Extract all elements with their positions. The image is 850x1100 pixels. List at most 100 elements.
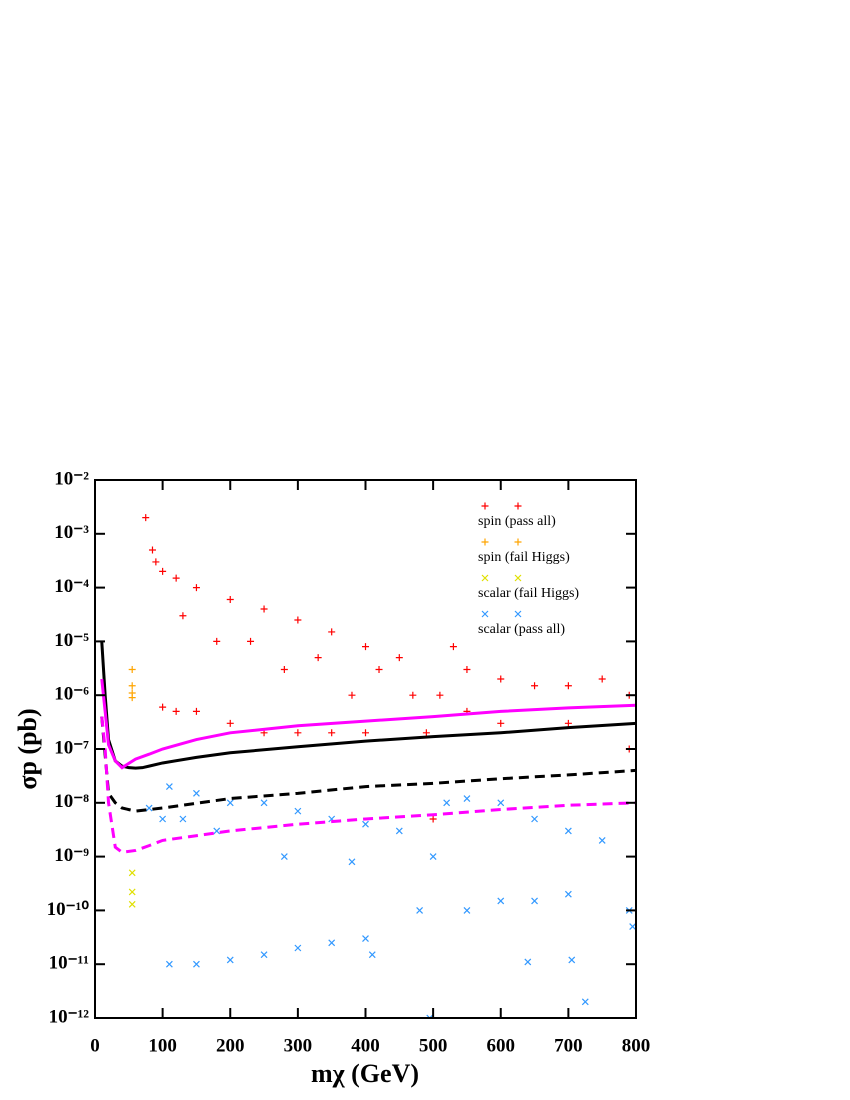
point xyxy=(213,827,221,835)
y-tick-label: 10⁻⁷ xyxy=(54,737,89,758)
y-tick-label: 10⁻¹¹ xyxy=(49,953,89,974)
point xyxy=(328,939,336,947)
point xyxy=(260,799,268,807)
x-tick-label: 200 xyxy=(216,1035,245,1056)
legend-label: spin (pass all) xyxy=(478,514,556,529)
point xyxy=(165,960,173,968)
point xyxy=(165,783,173,791)
point xyxy=(328,628,336,636)
x-tick-label: 300 xyxy=(284,1035,313,1056)
point xyxy=(128,888,136,896)
point xyxy=(294,944,302,952)
point xyxy=(280,666,288,674)
limit-curve xyxy=(100,678,636,770)
point xyxy=(213,637,221,645)
legend-label: scalar (pass all) xyxy=(478,622,565,637)
point xyxy=(192,584,200,592)
legend-label: scalar (fail Higgs) xyxy=(478,586,579,601)
point xyxy=(172,574,180,582)
point xyxy=(463,666,471,674)
x-tick-label: 600 xyxy=(487,1035,516,1056)
point xyxy=(531,815,538,823)
point xyxy=(294,729,302,737)
point xyxy=(564,682,572,690)
point xyxy=(159,815,167,823)
x-tick-label: 700 xyxy=(554,1035,583,1056)
legend-marker xyxy=(514,574,522,582)
point xyxy=(449,643,457,651)
point xyxy=(179,815,187,823)
point xyxy=(598,675,606,683)
point xyxy=(436,691,444,699)
point xyxy=(497,897,505,905)
legend-marker xyxy=(481,610,489,618)
point xyxy=(416,906,424,914)
x-tick-label: 500 xyxy=(419,1035,448,1056)
y-tick-label: 10⁻⁶ xyxy=(54,684,89,705)
y-axis-label: σp (pb) xyxy=(13,708,42,789)
point xyxy=(564,719,572,727)
point xyxy=(226,596,234,604)
legend-marker xyxy=(514,502,522,510)
point xyxy=(159,567,167,575)
point xyxy=(395,654,403,662)
x-tick-label: 800 xyxy=(622,1035,651,1056)
point xyxy=(362,729,369,737)
limit-curve xyxy=(100,716,636,813)
point xyxy=(145,804,153,812)
point xyxy=(159,703,167,711)
x-axis-label: mχ (GeV) xyxy=(311,1059,419,1088)
point xyxy=(531,682,539,690)
point xyxy=(128,682,136,690)
point xyxy=(564,890,572,898)
point xyxy=(581,998,589,1006)
point xyxy=(192,707,200,715)
point xyxy=(429,853,437,861)
y-tick-label: 10⁻³ xyxy=(54,522,89,543)
point xyxy=(193,789,200,797)
point xyxy=(426,1014,434,1018)
y-tick-label: 10⁻⁹ xyxy=(54,845,89,866)
y-tick-label: 10⁻⁵ xyxy=(54,630,89,651)
x-tick-label: 100 xyxy=(148,1035,177,1056)
point xyxy=(179,612,187,620)
point xyxy=(362,935,369,942)
point xyxy=(128,900,136,908)
x-tick-label: 400 xyxy=(351,1035,380,1056)
y-tick-label: 10⁻² xyxy=(54,468,89,489)
y-tick-label: 10⁻¹² xyxy=(49,1006,90,1027)
point xyxy=(463,795,471,802)
point xyxy=(368,951,376,959)
point xyxy=(128,694,136,702)
legend-marker xyxy=(481,538,489,546)
legend-label: spin (fail Higgs) xyxy=(478,550,570,565)
point xyxy=(226,956,234,964)
point xyxy=(568,956,576,964)
point xyxy=(348,858,356,866)
point xyxy=(172,707,180,715)
point xyxy=(497,719,505,727)
point xyxy=(497,799,505,807)
point xyxy=(531,897,538,905)
point xyxy=(409,691,417,699)
x-tick-label: 0 xyxy=(90,1035,100,1056)
point xyxy=(362,820,369,828)
point xyxy=(463,906,471,914)
limit-curve xyxy=(100,716,636,854)
point xyxy=(152,558,160,566)
point xyxy=(375,666,383,674)
point xyxy=(328,729,336,737)
point xyxy=(148,546,156,554)
point xyxy=(142,514,150,522)
y-tick-label: 10⁻⁴ xyxy=(54,576,89,597)
point xyxy=(443,799,451,807)
limit-curve xyxy=(100,641,636,770)
point xyxy=(128,666,136,674)
point xyxy=(564,827,572,835)
point xyxy=(524,958,532,966)
point xyxy=(226,719,234,727)
point xyxy=(497,675,505,683)
legend-marker xyxy=(514,538,522,546)
point xyxy=(395,827,403,835)
